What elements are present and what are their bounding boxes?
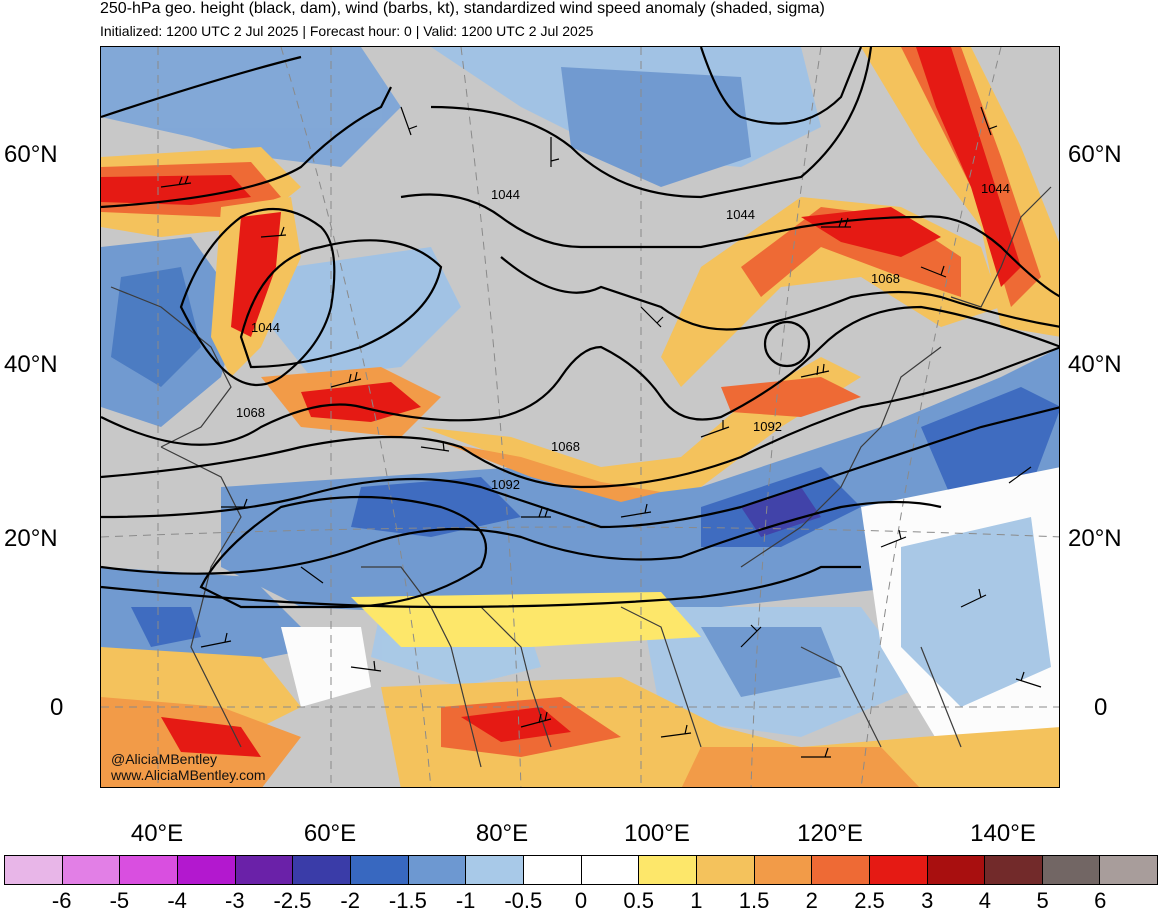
colorbar-swatch xyxy=(581,856,640,884)
lat-label-right: 0 xyxy=(1094,694,1108,721)
colorbar-swatch xyxy=(523,856,582,884)
contour-label: 1044 xyxy=(251,320,280,335)
colorbar-swatch xyxy=(350,856,409,884)
contour-label: 1092 xyxy=(753,419,782,434)
colorbar-tick-label: 2.5 xyxy=(854,888,885,913)
colorbar-swatch xyxy=(120,856,178,884)
colorbar-tick-label: -3 xyxy=(225,888,245,913)
colorbar-tick-label: 2 xyxy=(805,888,818,913)
colorbar-tick-label: -5 xyxy=(109,888,130,913)
colorbar-tick-label: -2.5 xyxy=(273,888,312,913)
lat-label-right: 20°N xyxy=(1068,525,1122,552)
contour-label: 1068 xyxy=(871,271,900,286)
colorbar-tick-label: 4 xyxy=(978,888,992,913)
lat-label-left: 0 xyxy=(50,694,64,721)
contour-label: 1044 xyxy=(491,187,520,202)
colorbar-tick-label: -6 xyxy=(51,888,72,913)
colorbar-tick-label: 0 xyxy=(574,888,588,913)
colorbar-tick-label: 1 xyxy=(690,888,703,913)
colorbar-tick-label: 5 xyxy=(1036,888,1049,913)
colorbar-swatch xyxy=(235,856,294,884)
lat-label-right: 40°N xyxy=(1068,351,1122,378)
colorbar-tick-label: -2 xyxy=(340,888,360,913)
colorbar-swatch xyxy=(754,856,813,884)
colorbar xyxy=(4,855,1158,885)
colorbar-swatch xyxy=(1042,856,1101,884)
colorbar-swatch xyxy=(466,856,524,884)
contour-label: 1092 xyxy=(491,477,520,492)
map-panel[interactable]: 1044 1044 1044 1044 1068 1068 1068 1092 … xyxy=(100,46,1060,788)
lon-label: 100°E xyxy=(624,820,690,847)
lat-label-left: 40°N xyxy=(4,351,58,378)
colorbar-tick-label: 1.5 xyxy=(738,888,770,913)
colorbar-tick-label: -1.5 xyxy=(388,888,427,913)
colorbar-swatch xyxy=(869,856,928,884)
colorbar-swatch xyxy=(1100,856,1158,884)
colorbar-tick-label: 6 xyxy=(1094,888,1107,913)
chart-title: 250-hPa geo. height (black, dam), wind (… xyxy=(100,0,825,17)
colorbar-swatch xyxy=(696,856,755,884)
colorbar-swatch xyxy=(639,856,697,884)
colorbar-swatch xyxy=(293,856,351,884)
colorbar-swatch xyxy=(177,856,236,884)
colorbar-swatch xyxy=(927,856,986,884)
colorbar-swatch xyxy=(62,856,121,884)
height-contours xyxy=(101,47,1059,609)
graticule xyxy=(101,47,1059,787)
colorbar-swatch xyxy=(812,856,870,884)
contour-label: 1068 xyxy=(236,405,265,420)
credit-handle: @AliciaMBentley xyxy=(111,751,218,767)
credit-site: www.AliciaMBentley.com xyxy=(111,767,266,783)
lon-label: 60°E xyxy=(303,820,357,847)
contour-label: 1044 xyxy=(981,181,1010,196)
lon-label: 80°E xyxy=(475,820,529,847)
colorbar-tick-label: 3 xyxy=(921,888,934,913)
colorbar-tick-label: -4 xyxy=(167,888,187,913)
lon-label: 140°E xyxy=(970,820,1036,847)
chart-subtitle: Initialized: 1200 UTC 2 Jul 2025 | Forec… xyxy=(100,23,594,39)
positive-anomaly-shading xyxy=(101,47,1059,787)
contour-label: 1068 xyxy=(551,439,580,454)
contour-label: 1044 xyxy=(726,207,755,222)
colorbar-tick-label: 0.5 xyxy=(623,888,654,913)
lon-label: 40°E xyxy=(130,820,184,847)
colorbar-swatch xyxy=(5,856,63,884)
lat-label-left: 60°N xyxy=(4,141,58,168)
lon-label: 120°E xyxy=(797,820,863,847)
colorbar-swatch xyxy=(985,856,1043,884)
lat-label-right: 60°N xyxy=(1068,141,1122,168)
wind-barbs xyxy=(160,106,1042,758)
colorbar-swatch xyxy=(408,856,467,884)
map-graphic: 1044 1044 1044 1044 1068 1068 1068 1092 … xyxy=(101,47,1059,787)
lat-label-left: 20°N xyxy=(4,525,58,552)
colorbar-tick-label: -1 xyxy=(455,888,476,913)
colorbar-tick-label: -0.5 xyxy=(504,888,543,913)
contour-labels: 1044 1044 1044 1044 1068 1068 1068 1092 … xyxy=(236,181,1010,492)
